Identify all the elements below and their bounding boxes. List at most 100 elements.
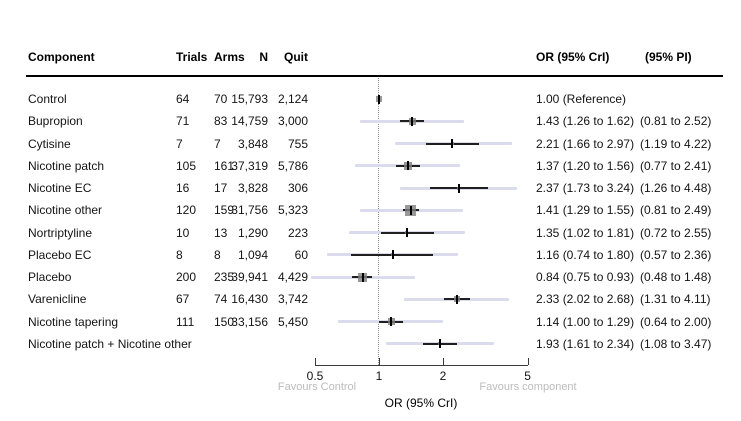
cell-arms: 74 <box>214 292 228 307</box>
cell-component: Nortriptyline <box>28 225 93 240</box>
cell-or-cri: 2.33 (2.02 to 2.68) <box>536 292 635 307</box>
cell-quit: 755 <box>287 136 308 151</box>
cell-trials: 120 <box>176 203 197 218</box>
reference-line <box>378 78 379 365</box>
cell-quit: 306 <box>287 181 308 196</box>
cell-or-cri: 1.16 (0.74 to 1.80) <box>536 247 635 262</box>
cell-trials: 105 <box>176 158 197 173</box>
cell-pi: (0.72 to 2.55) <box>640 225 712 240</box>
cell-pi: (1.31 to 4.11) <box>640 292 711 307</box>
cell-trials: 64 <box>176 92 190 106</box>
cell-arms: 13 <box>214 225 228 240</box>
cell-trials: 111 <box>176 314 195 329</box>
point-marker-tick <box>409 205 412 215</box>
point-marker-tick <box>438 339 441 349</box>
cell-n: 15,793 <box>231 92 268 106</box>
cell-or-cri: 1.93 (1.61 to 2.34) <box>536 336 635 351</box>
cell-arms: 70 <box>214 92 228 106</box>
cell-n: 16,430 <box>231 292 268 307</box>
cell-or-cri: 0.84 (0.75 to 0.93) <box>536 270 635 285</box>
cell-quit: 3,000 <box>277 114 308 129</box>
point-marker-tick <box>405 228 408 238</box>
cell-quit: 60 <box>294 247 308 262</box>
x-axis-tick <box>315 358 316 365</box>
cell-arms: 235 <box>214 270 235 285</box>
cell-n: 14,759 <box>231 114 268 129</box>
cell-component: Nicotine patch <box>28 158 105 173</box>
x-axis-tick <box>527 358 529 365</box>
cell-pi: (1.26 to 4.48) <box>640 181 712 196</box>
cell-component: Varenicline <box>28 292 87 307</box>
cell-trials: 71 <box>176 114 190 129</box>
cell-or-cri: 1.41 (1.29 to 1.55) <box>536 203 635 218</box>
cell-n: 33,156 <box>231 314 268 329</box>
header-component: Component <box>28 50 95 64</box>
point-marker-tick <box>361 272 364 282</box>
cell-n: 31,756 <box>231 203 268 218</box>
x-axis-tick-label: 5 <box>524 369 531 383</box>
cell-trials: 10 <box>176 225 190 240</box>
cell-arms: 159 <box>214 203 235 218</box>
favours-right-label: Favours component <box>479 381 577 393</box>
cell-pi: (0.64 to 2.00) <box>640 314 712 329</box>
cell-quit: 2,124 <box>277 92 308 106</box>
cell-or-cri: 1.43 (1.26 to 1.62) <box>536 114 635 129</box>
cell-n: 1,290 <box>237 225 268 240</box>
cell-n: 37,319 <box>231 158 268 173</box>
cell-or-cri: 1.35 (1.02 to 1.81) <box>536 225 635 240</box>
cell-component: Bupropion <box>28 114 83 129</box>
cell-or-cri: 2.21 (1.66 to 2.97) <box>536 136 635 151</box>
cell-component: Placebo EC <box>28 247 92 262</box>
header-trials: Trials <box>176 50 208 64</box>
cell-pi: (0.48 to 1.48) <box>640 270 712 285</box>
cell-trials: 7 <box>176 136 183 151</box>
point-marker-tick <box>456 294 459 304</box>
point-marker-tick <box>390 317 393 327</box>
cell-component: Control <box>28 92 67 106</box>
cell-arms: 83 <box>214 114 228 129</box>
header-n: N <box>259 50 268 64</box>
cell-component: Nicotine tapering <box>28 314 119 329</box>
cell-quit: 3,742 <box>277 292 308 307</box>
cell-pi: (0.81 to 2.52) <box>640 114 712 129</box>
cell-or-cri: 1.37 (1.20 to 1.56) <box>536 158 635 173</box>
cell-pi: (0.81 to 2.49) <box>640 203 712 218</box>
header-rule <box>26 75 723 77</box>
cell-n: 39,941 <box>231 270 268 285</box>
cell-quit: 5,323 <box>277 203 308 218</box>
header-quit: Quit <box>284 50 308 64</box>
cell-or-cri: 2.37 (1.73 to 3.24) <box>536 181 635 196</box>
x-axis-tick-label: 0.5 <box>306 369 324 383</box>
cell-trials: 67 <box>176 292 190 307</box>
x-axis-title: OR (95% CrI) <box>384 396 458 410</box>
cell-component: Nicotine EC <box>28 181 92 196</box>
x-axis-tick-label: 2 <box>439 369 447 383</box>
cell-or-cri: 1.14 (1.00 to 1.29) <box>536 314 635 329</box>
cell-or-cri: 1.00 (Reference) <box>536 92 627 106</box>
cell-trials: 8 <box>176 247 183 262</box>
header-arms: Arms <box>214 50 245 64</box>
favours-left-label: Favours Control <box>277 381 357 393</box>
x-axis-tick <box>379 358 380 365</box>
cell-quit: 223 <box>287 225 308 240</box>
cell-quit: 4,429 <box>277 270 308 285</box>
point-marker-tick <box>451 139 454 149</box>
cell-n: 1,094 <box>237 247 268 262</box>
cell-arms: 17 <box>214 181 228 196</box>
cell-component: Placebo <box>28 270 72 285</box>
x-axis-line <box>315 365 528 366</box>
point-marker-tick <box>378 94 380 104</box>
cell-component: Nicotine other <box>28 203 103 218</box>
point-marker-tick <box>411 116 414 126</box>
point-marker-tick <box>407 161 410 171</box>
cell-n: 3,848 <box>237 136 268 151</box>
cell-pi: (1.08 to 3.47) <box>640 336 712 351</box>
cell-trials: 16 <box>176 181 190 196</box>
cell-pi: (0.57 to 2.36) <box>640 247 712 262</box>
cell-trials: 200 <box>176 270 197 285</box>
cell-arms: 8 <box>214 247 221 262</box>
cell-quit: 5,450 <box>277 314 308 329</box>
cell-pi: (0.77 to 2.41) <box>640 158 712 173</box>
cell-arms: 161 <box>214 158 235 173</box>
